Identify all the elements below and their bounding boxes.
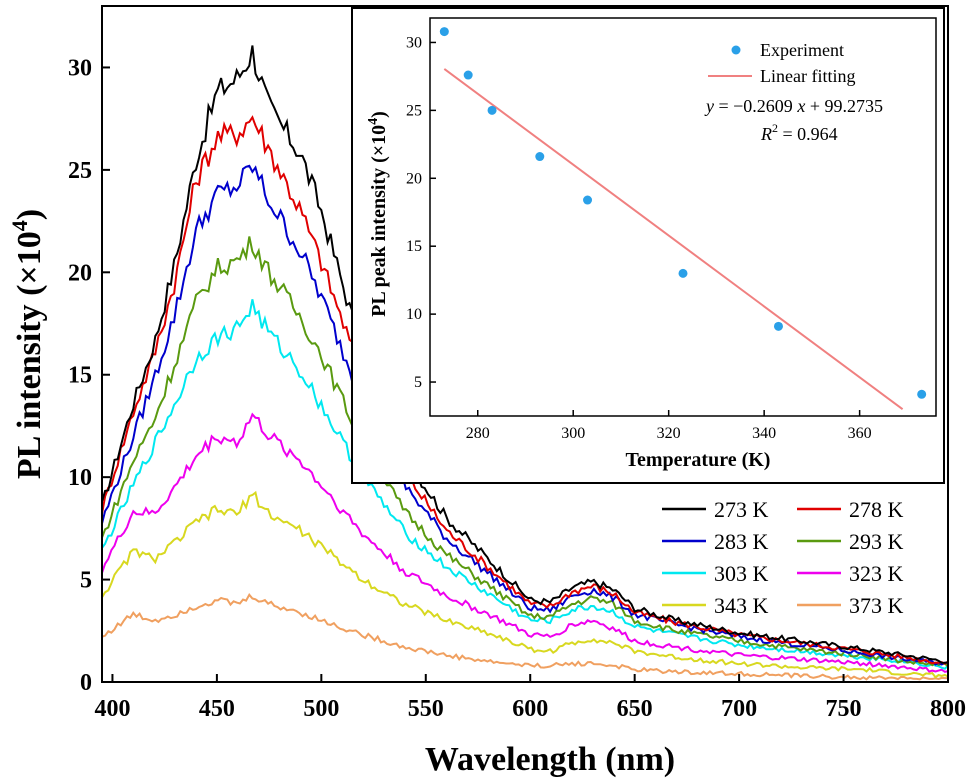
- inset-x-axis-title: Temperature (K): [626, 449, 771, 471]
- inset-data-point: [463, 70, 473, 80]
- main-x-tick-label: 500: [303, 696, 339, 722]
- legend-label-283-k: 283 K: [714, 529, 769, 554]
- legend-label-323-k: 323 K: [849, 561, 904, 586]
- inset-plot-frame: [429, 17, 937, 417]
- main-x-tick-label: 600: [512, 696, 548, 722]
- legend-experiment-marker: [731, 45, 741, 55]
- main-x-tick-label: 750: [826, 696, 862, 722]
- inset-plot: 280 300 320 340 360 5 10 15 20 25 30 Temperature …: [351, 7, 945, 484]
- inset-fit-line-group: [443, 68, 904, 410]
- inset-points-group: [439, 27, 927, 399]
- main-legend: 273 K 278 K 283 K 293 K 303 K 323 K 343 K 373 K: [662, 497, 904, 618]
- inset-y-ticks: 5 10 15 20 25 30: [406, 34, 436, 391]
- main-x-tick-label: 400: [94, 696, 130, 722]
- inset-data-point: [917, 389, 927, 399]
- main-y-tick-label: 15: [68, 363, 92, 389]
- inset-x-ticks: 280 300 320 340 360: [466, 410, 872, 442]
- spectrum-line-343-k: [101, 490, 949, 679]
- inset-x-tick-label: 280: [466, 425, 490, 442]
- inset-fit-line: [443, 68, 904, 410]
- main-x-axis-title: Wavelength (nm): [425, 741, 675, 778]
- inset-y-tick-label: 30: [406, 34, 422, 51]
- spectrum-line-293-k: [101, 236, 949, 668]
- inset-data-point: [773, 321, 783, 331]
- main-x-tick-label: 650: [617, 696, 653, 722]
- inset-y-tick-label: 5: [414, 374, 422, 391]
- main-series-group: [101, 45, 949, 681]
- main-y-tick-label: 10: [68, 465, 92, 491]
- spectrum-line-273-k: [101, 45, 949, 664]
- main-x-ticks: 400 450 500 550 600 650 700 750 800: [94, 674, 966, 722]
- legend-linear-fitting-label: Linear fitting: [760, 66, 855, 86]
- inset-y-tick-label: 10: [406, 306, 422, 323]
- main-plot-frame: [101, 5, 949, 683]
- fit-equation: y = −0.2609 x + 99.2735: [704, 96, 883, 116]
- spectrum-line-323-k: [101, 412, 949, 673]
- inset-data-point: [487, 105, 497, 115]
- legend-label-293-k: 293 K: [849, 529, 904, 554]
- main-y-tick-label: 30: [68, 55, 92, 81]
- inset-legend: Experiment Linear fitting y = −0.2609 x …: [704, 40, 883, 144]
- main-x-tick-label: 550: [408, 696, 444, 722]
- main-y-tick-label: 20: [68, 260, 92, 286]
- main-y-tick-label: 25: [68, 158, 92, 184]
- main-y-tick-label: 5: [80, 568, 92, 594]
- inset-data-point: [535, 152, 545, 162]
- legend-label-303-k: 303 K: [714, 561, 769, 586]
- legend-label-278-k: 278 K: [849, 497, 904, 522]
- fit-r-squared: R2 = 0.964: [760, 121, 838, 144]
- inset-data-point: [678, 268, 688, 278]
- inset-data-point: [439, 27, 449, 37]
- inset-x-tick-label: 340: [752, 425, 776, 442]
- inset-x-tick-label: 300: [561, 425, 585, 442]
- main-x-tick-label: 700: [721, 696, 757, 722]
- legend-label-373-k: 373 K: [849, 593, 904, 618]
- inset-x-tick-label: 320: [657, 425, 681, 442]
- main-plot: 400 450 500 550 600 650 700 750 800 0 5 10 15 20 25 30…: [7, 5, 966, 778]
- inset-y-tick-label: 25: [406, 102, 422, 119]
- inset-x-tick-label: 360: [848, 425, 872, 442]
- main-y-axis-title: PL intensity (×104): [7, 209, 48, 479]
- main-y-ticks: 0 5 10 15 20 25 30: [68, 55, 110, 696]
- spectrum-line-373-k: [101, 593, 948, 681]
- legend-experiment-label: Experiment: [760, 40, 844, 60]
- legend-label-273-k: 273 K: [714, 497, 769, 522]
- inset-y-tick-label: 15: [406, 238, 422, 255]
- legend-label-343-k: 343 K: [714, 593, 769, 618]
- inset-background: [351, 7, 945, 484]
- inset-data-point: [583, 195, 593, 205]
- inset-y-tick-label: 20: [406, 170, 422, 187]
- inset-y-axis-title: PL peak intensity (×104): [366, 111, 390, 317]
- main-y-tick-label: 0: [80, 670, 92, 696]
- main-x-tick-label: 800: [930, 696, 966, 722]
- main-x-tick-label: 450: [199, 696, 235, 722]
